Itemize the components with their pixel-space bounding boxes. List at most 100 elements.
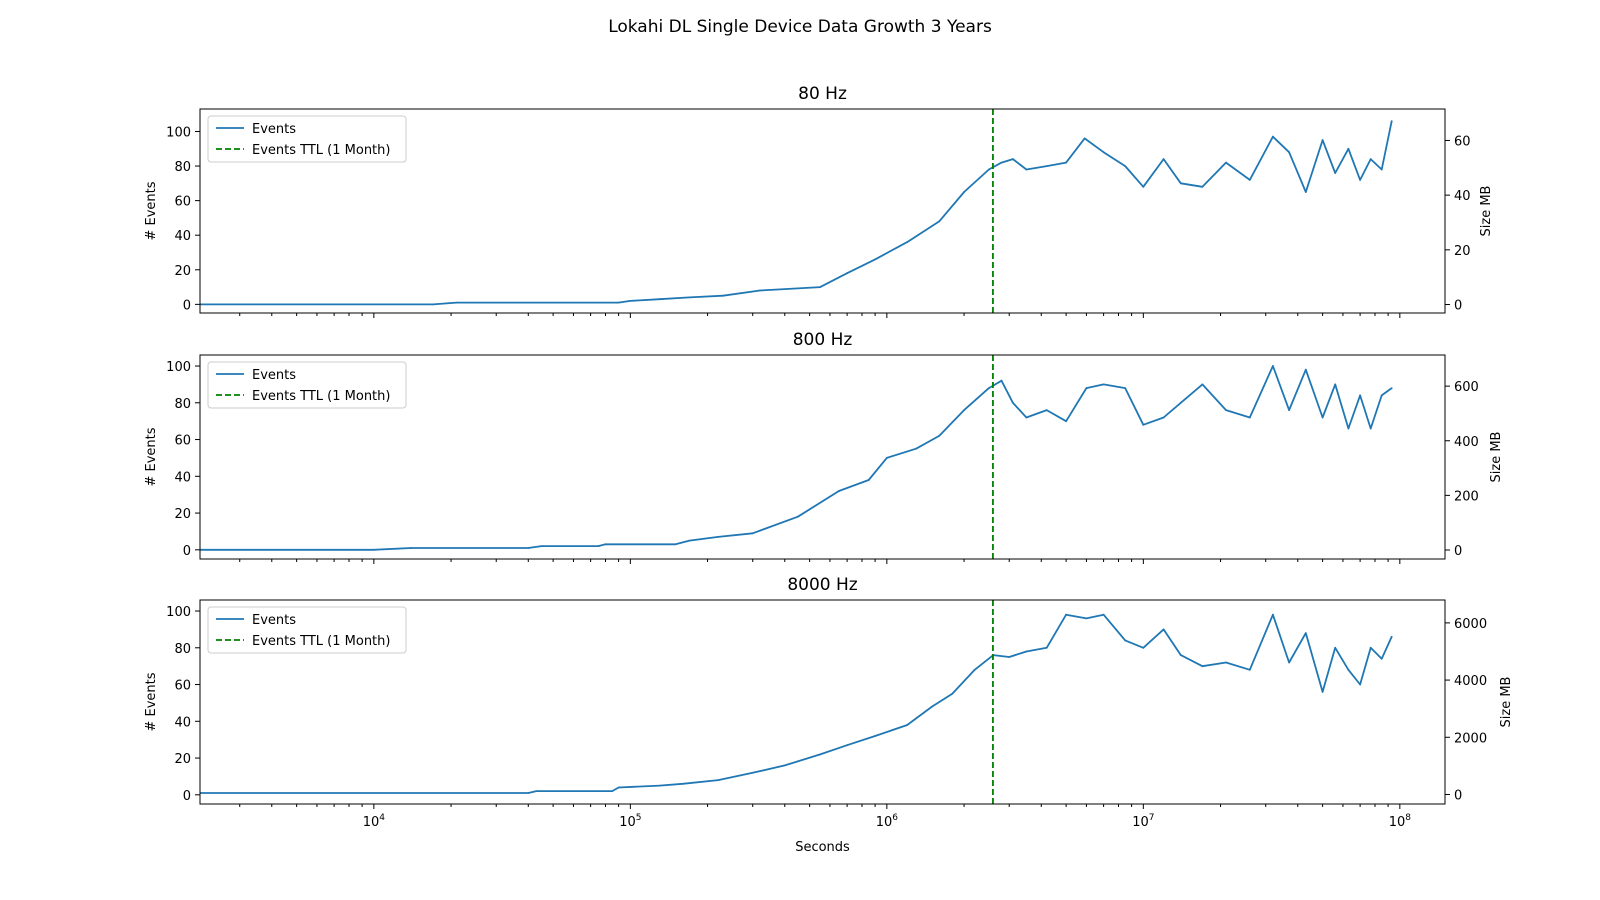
y2-tick-label: 20: [1454, 244, 1471, 259]
data-point: [1124, 639, 1127, 642]
data-point: [527, 547, 530, 549]
data-point: [973, 668, 976, 671]
y2-tick-label: 40: [1454, 189, 1471, 204]
y2-axis-label: Size MB: [1489, 432, 1504, 483]
data-point: [1334, 646, 1337, 649]
data-point: [1083, 137, 1086, 140]
data-point: [1359, 179, 1361, 181]
y-tick-label: 40: [174, 229, 191, 244]
axes-frame: [199, 354, 1446, 560]
legend-box: [207, 361, 407, 409]
data-point: [906, 724, 909, 726]
data-point: [1248, 668, 1251, 671]
x-tick-label: 104: [363, 813, 386, 830]
data-point: [846, 272, 848, 275]
x-tick-label: 105: [619, 813, 641, 830]
data-point: [688, 296, 691, 299]
data-point: [1124, 165, 1127, 168]
legend-box: [207, 606, 407, 654]
data-point: [1369, 646, 1372, 649]
data-point: [1380, 394, 1383, 397]
y-tick-label: 20: [174, 264, 191, 279]
data-point: [658, 784, 661, 787]
data-point: [797, 515, 799, 518]
data-point: [1288, 409, 1290, 411]
data-point: [1225, 661, 1227, 664]
data-point: [1065, 161, 1067, 164]
legend-label-ttl: Events TTL (1 Month): [252, 143, 390, 158]
panel-title: 80 Hz: [798, 84, 847, 104]
data-point: [1288, 151, 1290, 154]
data-point: [988, 387, 990, 389]
data-point: [1248, 179, 1251, 181]
data-point: [1045, 646, 1048, 649]
y-tick-label: 40: [174, 715, 191, 730]
y2-tick-label: 6000: [1454, 617, 1487, 632]
data-point: [751, 771, 754, 774]
y-tick-label: 80: [174, 160, 191, 175]
data-point: [1380, 657, 1383, 660]
data-point: [1304, 632, 1307, 634]
y2-axis-label: Size MB: [1499, 677, 1514, 728]
data-point: [717, 536, 720, 538]
data-point: [759, 289, 761, 292]
data-point: [1390, 635, 1393, 638]
data-point: [938, 220, 941, 223]
data-point: [1142, 423, 1145, 426]
y2-tick-label: 0: [1454, 788, 1462, 803]
data-point: [874, 735, 876, 737]
panel-1: 800 Hz 0 20 40 60 80 100 0 200 400 600 # Events Size…: [144, 330, 1504, 564]
data-point: [1347, 147, 1350, 150]
data-point: [1179, 401, 1182, 404]
data-point: [1045, 409, 1048, 411]
data-point: [1142, 646, 1145, 649]
y2-tick-label: 200: [1454, 489, 1479, 504]
data-point: [1201, 383, 1204, 386]
y-tick-label: 0: [183, 544, 191, 559]
y2-tick-label: 0: [1454, 299, 1462, 314]
data-point: [963, 409, 965, 411]
data-point: [681, 782, 684, 785]
data-point: [846, 744, 848, 747]
x-axis-label: Seconds: [795, 840, 850, 855]
data-point: [1142, 185, 1145, 188]
data-point: [1012, 401, 1014, 404]
data-point: [1201, 665, 1204, 668]
legend-label-events: Events: [252, 368, 296, 383]
data-point: [1359, 394, 1361, 397]
y-tick-label: 20: [174, 752, 191, 767]
data-point: [1162, 158, 1165, 161]
data-point: [1334, 172, 1337, 174]
y-tick-label: 40: [174, 470, 191, 485]
data-point: [819, 286, 822, 288]
data-point: [1369, 427, 1372, 430]
y2-tick-label: 60: [1454, 134, 1471, 149]
data-point: [1179, 654, 1182, 656]
data-point: [938, 435, 941, 437]
data-point: [819, 753, 822, 756]
data-point: [1201, 185, 1204, 188]
x-tick-label: 108: [1389, 813, 1412, 830]
panel-2: 8000 Hz 0 20 40 60 80 100 0 2000 4000 6000 104 105 10…: [144, 575, 1514, 855]
data-point: [1321, 139, 1324, 142]
axes-frame: [199, 599, 1446, 805]
data-point: [874, 258, 876, 261]
x-tick-label: 107: [1132, 813, 1154, 830]
data-point: [1000, 161, 1003, 164]
data-point: [1045, 165, 1048, 168]
data-point: [885, 457, 888, 459]
data-point: [1162, 416, 1165, 419]
data-point: [688, 539, 691, 542]
data-point: [1025, 416, 1028, 419]
data-point: [931, 705, 933, 708]
data-point: [658, 298, 661, 301]
data-point: [1008, 656, 1011, 658]
legend: Events Events TTL (1 Month): [207, 115, 407, 163]
data-point: [617, 301, 620, 304]
y-tick-label: 0: [183, 298, 191, 313]
y-axis-label: # Events: [144, 672, 159, 731]
data-point: [1248, 416, 1251, 419]
data-point: [838, 490, 840, 492]
y-tick-label: 0: [183, 789, 191, 804]
data-point: [915, 447, 917, 450]
